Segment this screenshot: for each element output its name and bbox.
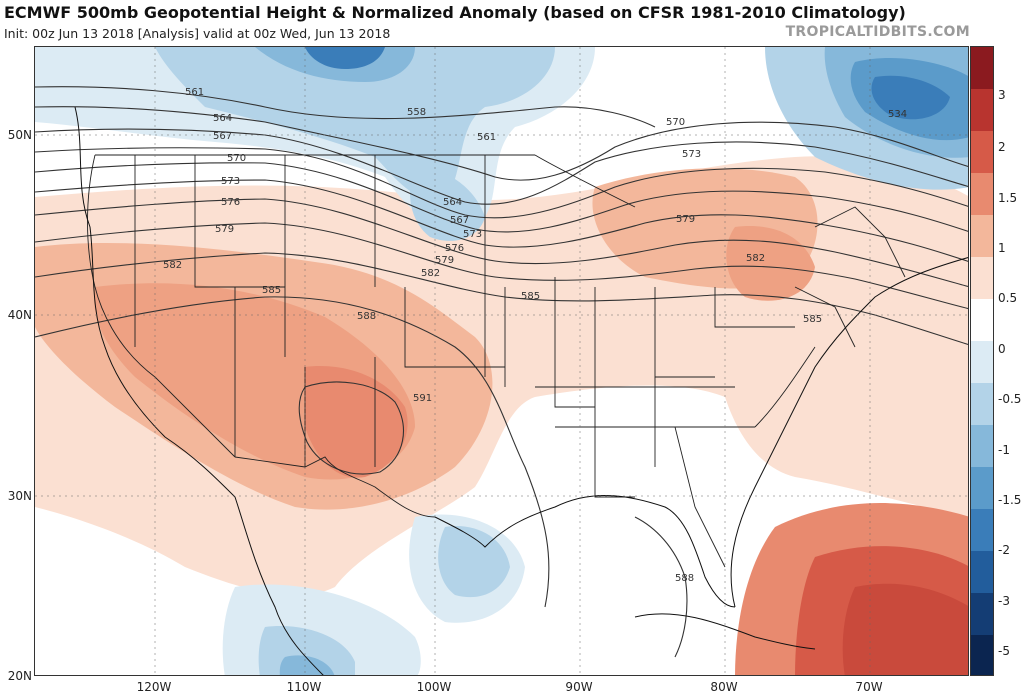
contour-label-588: 588: [357, 311, 376, 322]
anomaly-colorbar: [970, 46, 994, 676]
contour-label-567: 567: [213, 131, 232, 142]
colorbar-label: 1.5: [998, 191, 1018, 205]
height-contours: [35, 86, 968, 658]
colorbar-label: 3: [998, 88, 1006, 102]
colorbar-segment: [971, 551, 993, 593]
contour-label-585: 585: [262, 285, 281, 296]
contour-label-579c: 579: [676, 214, 695, 225]
contour-label-567b: 567: [450, 215, 469, 226]
contour-label-570b: 570: [666, 117, 685, 128]
lat-label-30n: 30N: [7, 489, 32, 503]
colorbar-label: -3: [998, 594, 1010, 608]
header: ECMWF 500mb Geopotential Height & Normal…: [0, 0, 1024, 46]
contour-label-582c: 582: [746, 253, 765, 264]
colorbar-segment: [971, 257, 993, 299]
colorbar-segment: [971, 173, 993, 215]
map-canvas: 561 564 567 570 573 576 579 582 585 588 …: [35, 47, 968, 675]
contour-label-579: 579: [215, 224, 234, 235]
lat-label-50n: 50N: [7, 128, 32, 142]
contour-label-585b: 585: [521, 291, 540, 302]
lon-label-100w: 100W: [416, 680, 452, 694]
contour-label-561: 561: [185, 87, 204, 98]
contour-label-570: 570: [227, 153, 246, 164]
contour-label-588c: 588: [675, 573, 694, 584]
contour-label-564b: 564: [443, 197, 462, 208]
credit-watermark: TROPICALTIDBITS.COM: [785, 24, 970, 40]
contour-label-561b: 561: [477, 132, 496, 143]
colorbar-segment: [971, 635, 993, 675]
lon-label-90w: 90W: [565, 680, 593, 694]
colorbar-segment: [971, 593, 993, 635]
contour-labels: 561 564 567 570 573 576 579 582 585 588 …: [163, 87, 907, 584]
colorbar-segment: [971, 89, 993, 131]
colorbar-label: 0.5: [998, 291, 1018, 305]
lon-label-110w: 110W: [286, 680, 322, 694]
contour-label-576: 576: [221, 197, 240, 208]
colorbar-label: -0.5: [998, 392, 1022, 406]
colorbar-label: -5: [998, 644, 1010, 658]
lat-label-20n: 20N: [7, 669, 32, 683]
contour-label-576b: 576: [445, 243, 464, 254]
lon-label-120w: 120W: [136, 680, 172, 694]
contour-label-582: 582: [163, 260, 182, 271]
weather-map: 561 564 567 570 573 576 579 582 585 588 …: [34, 46, 969, 676]
contour-label-573b: 573: [463, 229, 482, 240]
colorbar-segment: [971, 299, 993, 341]
contour-label-582b: 582: [421, 268, 440, 279]
colorbar-label: 1: [998, 241, 1006, 255]
colorbar-segment: [971, 383, 993, 425]
colorbar-label: 0: [998, 342, 1006, 356]
lat-label-40n: 40N: [7, 308, 32, 322]
coastlines: [74, 106, 968, 675]
colorbar-label: 2: [998, 140, 1006, 154]
contour-label-591: 591: [413, 393, 432, 404]
contour-label-585c: 585: [803, 314, 822, 325]
colorbar-segment: [971, 509, 993, 551]
lon-label-80w: 80W: [710, 680, 738, 694]
colorbar-segment: [971, 131, 993, 173]
lon-label-70w: 70W: [855, 680, 883, 694]
colorbar-segment: [971, 341, 993, 383]
contour-label-558: 558: [407, 107, 426, 118]
contour-label-579b: 579: [435, 255, 454, 266]
colorbar-segment: [971, 467, 993, 509]
contour-label-534: 534: [888, 109, 907, 120]
contour-label-573: 573: [221, 176, 240, 187]
colorbar-label: -1: [998, 443, 1010, 457]
map-title: ECMWF 500mb Geopotential Height & Normal…: [4, 3, 906, 22]
colorbar-label: -1.5: [998, 493, 1022, 507]
colorbar-segment: [971, 425, 993, 467]
contour-label-564: 564: [213, 113, 232, 124]
colorbar-segment: [971, 215, 993, 257]
colorbar-label: -2: [998, 543, 1010, 557]
colorbar-segment: [971, 47, 993, 89]
map-subtitle: Init: 00z Jun 13 2018 [Analysis] valid a…: [4, 26, 391, 41]
contour-label-573c: 573: [682, 149, 701, 160]
